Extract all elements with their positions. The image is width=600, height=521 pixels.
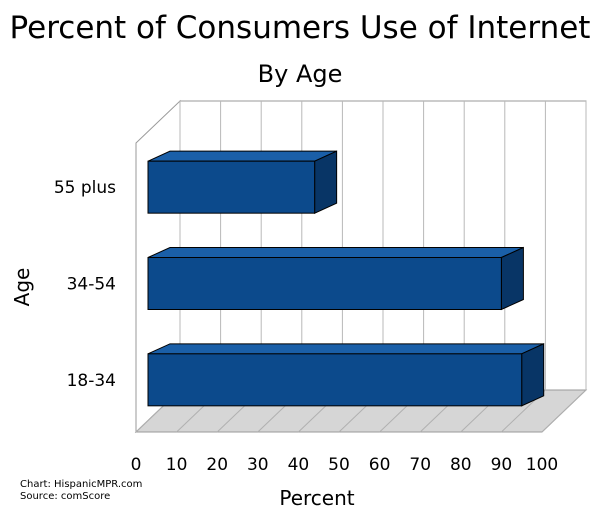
chart-credit: Chart: HispanicMPR.com — [20, 479, 143, 490]
y-tick-label: 34-54 — [67, 275, 116, 295]
x-tick-label: 20 — [206, 455, 228, 475]
bar-18-34 — [147, 343, 545, 407]
floor-gridline — [541, 389, 587, 433]
bar-end — [314, 150, 338, 214]
bar-top — [147, 150, 337, 162]
chart-subtitle: By Age — [257, 60, 343, 88]
x-tick-label: 10 — [166, 455, 188, 475]
bar-front — [147, 257, 502, 310]
x-tick-label: 30 — [247, 455, 269, 475]
chart-source: Source: comScore — [20, 491, 111, 502]
x-tick-label: 90 — [491, 455, 513, 475]
y-tick-label: 18-34 — [67, 371, 116, 391]
x-tick-label: 0 — [131, 455, 142, 475]
x-tick-label: 40 — [288, 455, 310, 475]
y-tick-label: 55 plus — [54, 178, 116, 198]
chart-title: Percent of Consumers Use of Internet — [9, 10, 591, 46]
x-tick-labels: 0 10 20 30 40 50 60 70 80 90 100 — [131, 455, 559, 475]
bar-end — [521, 343, 545, 407]
bar-34-54 — [147, 246, 524, 311]
y-tick-labels: 18-34 34-54 55 plus — [54, 178, 116, 391]
bar-front — [147, 353, 523, 407]
x-tick-label: 50 — [328, 455, 350, 475]
x-tick-label: 60 — [369, 455, 391, 475]
x-tick-label: 100 — [526, 455, 558, 475]
bars — [147, 150, 545, 407]
x-axis-label: Percent — [279, 486, 354, 510]
x-tick-label: 70 — [409, 455, 431, 475]
bar-top — [147, 343, 544, 355]
bar-top — [147, 247, 524, 258]
bar-end — [500, 246, 524, 311]
bar-front — [147, 160, 316, 214]
y-axis-label: Age — [10, 268, 34, 307]
bar-55-plus — [147, 150, 338, 214]
x-tick-label: 80 — [450, 455, 472, 475]
